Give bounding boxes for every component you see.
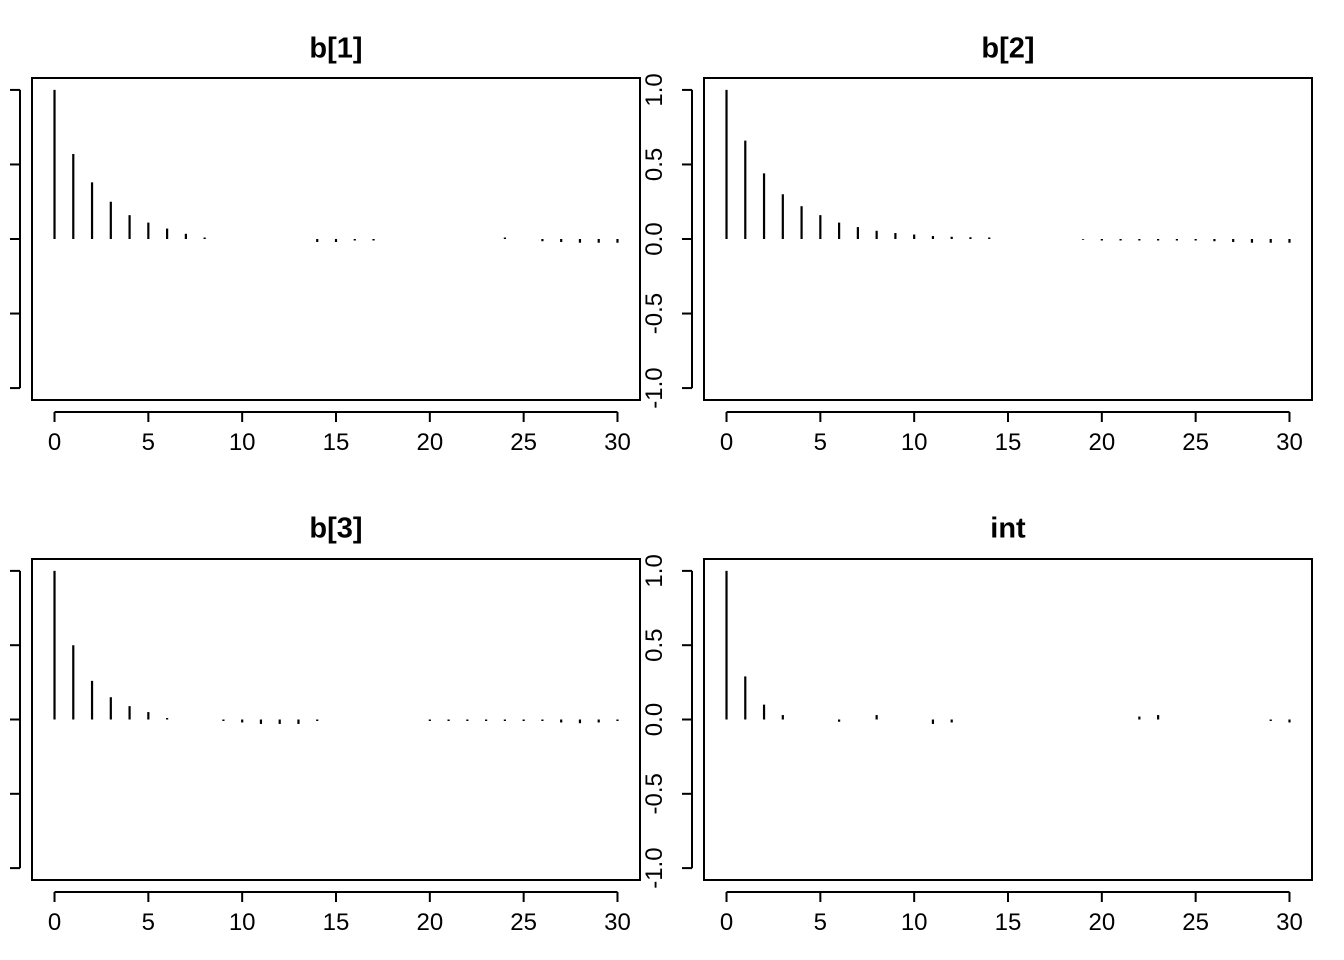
- y-tick-label: 0.5: [641, 148, 668, 181]
- y-tick-label: 0.0: [641, 222, 668, 255]
- x-tick-label: 30: [604, 429, 631, 456]
- y-tick-label: 0.5: [641, 629, 668, 662]
- x-tick-label: 25: [1182, 429, 1209, 456]
- acf-bars: [53, 570, 619, 724]
- y-axis: -1.0 -0.5 0.0 0.5 1.0: [641, 73, 693, 409]
- x-tick-label: 0: [720, 429, 733, 456]
- y-axis: [10, 88, 21, 390]
- x-tick-label: 25: [1182, 909, 1209, 936]
- x-tick-label: 15: [995, 429, 1022, 456]
- x-tick-label: 15: [323, 429, 350, 456]
- plot-frame: [703, 558, 1313, 881]
- x-tick-label: 30: [604, 909, 631, 936]
- y-tick-label: -0.5: [641, 293, 668, 334]
- panel-title: b[2]: [981, 33, 1034, 65]
- x-axis: 0 5 10 15 20 25 30: [48, 891, 631, 936]
- x-tick-label: 5: [142, 429, 155, 456]
- x-tick-label: 0: [48, 429, 61, 456]
- acf-panel-3: b[3] 0 5 10 15 20 25 30: [10, 513, 641, 936]
- x-tick-label: 20: [416, 909, 443, 936]
- x-tick-label: 30: [1276, 909, 1303, 936]
- y-tick-label: -0.5: [641, 773, 668, 814]
- x-tick-label: 5: [814, 909, 827, 936]
- y-tick-label: -1.0: [641, 367, 668, 408]
- x-tick-label: 15: [323, 909, 350, 936]
- x-tick-label: 10: [901, 429, 928, 456]
- plot-frame: [31, 77, 641, 401]
- x-tick-label: 5: [142, 909, 155, 936]
- y-tick-label: 0.0: [641, 703, 668, 736]
- plot-frame: [703, 77, 1313, 401]
- acf-bars: [53, 89, 619, 243]
- y-axis: -1.0 -0.5 0.0 0.5 1.0: [641, 554, 693, 889]
- y-tick-label: 1.0: [641, 73, 668, 106]
- x-tick-label: 30: [1276, 429, 1303, 456]
- y-tick-label: -1.0: [641, 847, 668, 888]
- x-axis: 0 5 10 15 20 25 30: [720, 891, 1303, 936]
- acf-panel-2: b[2] 0 5 10 15 20 25 30 -1.0 -0.5 0.0 0.5 1.0: [641, 33, 1313, 456]
- x-tick-label: 0: [48, 909, 61, 936]
- panel-title: b[1]: [309, 33, 362, 65]
- x-axis: 0 5 10 15 20 25 30: [48, 411, 631, 456]
- acf-panel-1: b[1] 0 5 10 15 20 25 30: [10, 33, 641, 456]
- x-tick-label: 10: [901, 909, 928, 936]
- panel-title: int: [990, 513, 1026, 545]
- x-tick-label: 10: [229, 429, 256, 456]
- acf-panel-4: int 0 5 10 15 20 25 30 -1.0 -0.5 0.0 0.5 1.0: [641, 513, 1313, 936]
- panel-title: b[3]: [309, 513, 362, 545]
- x-tick-label: 0: [720, 909, 733, 936]
- x-tick-label: 15: [995, 909, 1022, 936]
- x-tick-label: 20: [1088, 429, 1115, 456]
- y-axis: [10, 569, 21, 870]
- x-tick-label: 10: [229, 909, 256, 936]
- acf-bars: [725, 89, 1291, 243]
- plot-frame: [31, 558, 641, 881]
- x-tick-label: 25: [510, 909, 537, 936]
- x-tick-label: 20: [1088, 909, 1115, 936]
- x-tick-label: 25: [510, 429, 537, 456]
- acf-bars: [725, 570, 1291, 724]
- y-tick-label: 1.0: [641, 554, 668, 587]
- x-tick-label: 5: [814, 429, 827, 456]
- x-tick-label: 20: [416, 429, 443, 456]
- x-axis: 0 5 10 15 20 25 30: [720, 411, 1303, 456]
